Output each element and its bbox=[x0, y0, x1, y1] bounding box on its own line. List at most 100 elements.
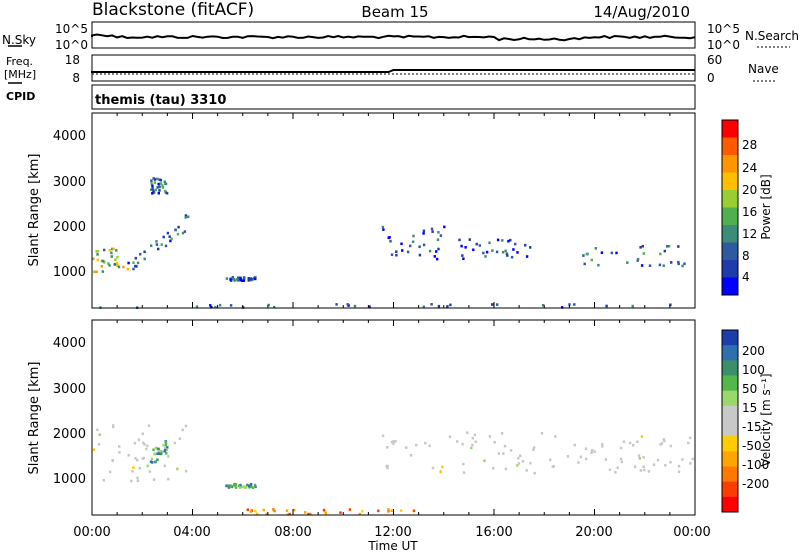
power-ytick-2000: 2000 bbox=[53, 220, 86, 235]
power-cell bbox=[449, 303, 452, 307]
power-cell bbox=[158, 185, 161, 189]
power-panel: 4000 3000 2000 1000 Slant Range [km] 28 … bbox=[27, 112, 773, 309]
power-cell bbox=[346, 303, 349, 306]
power-cell bbox=[446, 305, 449, 308]
power-cell bbox=[247, 277, 250, 280]
power-cell bbox=[155, 240, 158, 243]
power-cbar-swatch bbox=[722, 190, 738, 208]
velocity-cell bbox=[554, 435, 557, 438]
velocity-cell bbox=[619, 446, 623, 450]
velocity-cell bbox=[166, 446, 169, 449]
vel-cbar-swatch bbox=[722, 390, 738, 407]
power-cell bbox=[430, 227, 434, 231]
power-cbar-tick-4: 4 bbox=[742, 270, 750, 284]
velocity-cell bbox=[509, 449, 513, 452]
power-cell bbox=[437, 304, 441, 308]
power-cell bbox=[390, 253, 394, 256]
velocity-cell bbox=[647, 470, 651, 473]
velocity-ytick-2000: 2000 bbox=[53, 427, 86, 442]
power-ylabel: Slant Range [km] bbox=[27, 154, 42, 267]
velocity-cell bbox=[246, 508, 249, 511]
power-cbar-swatch bbox=[722, 225, 738, 243]
power-cell bbox=[641, 244, 644, 248]
velocity-cell bbox=[145, 447, 148, 451]
power-cell bbox=[381, 225, 385, 229]
power-cell bbox=[525, 255, 529, 258]
velocity-cell bbox=[409, 454, 413, 457]
power-cell bbox=[113, 263, 116, 266]
vel-cbar-tick-m15: -15 bbox=[742, 420, 762, 434]
power-cell bbox=[96, 250, 100, 253]
power-cell bbox=[110, 255, 113, 258]
power-cell bbox=[610, 251, 613, 255]
power-cbar-swatch bbox=[722, 277, 738, 296]
power-cell bbox=[594, 247, 597, 250]
velocity-ylabel: Slant Range [km] bbox=[27, 362, 42, 475]
power-cell bbox=[108, 249, 111, 252]
velocity-cell bbox=[176, 467, 179, 471]
velocity-cell bbox=[288, 512, 291, 516]
power-cell bbox=[658, 263, 662, 267]
power-cell bbox=[102, 259, 105, 263]
velocity-cell bbox=[111, 459, 114, 462]
velocity-cell bbox=[462, 471, 466, 474]
velocity-cell bbox=[688, 436, 692, 440]
power-cell bbox=[163, 180, 166, 184]
velocity-cell bbox=[636, 440, 639, 443]
power-cell bbox=[395, 253, 398, 257]
power-cell bbox=[92, 257, 95, 261]
velocity-cell bbox=[256, 512, 259, 516]
power-cell bbox=[496, 303, 499, 306]
power-cell bbox=[229, 304, 233, 307]
velocity-cell bbox=[525, 469, 528, 472]
power-cell bbox=[642, 252, 645, 255]
power-cell bbox=[136, 261, 140, 265]
velocity-cell bbox=[660, 442, 664, 445]
velocity-cell bbox=[150, 457, 154, 461]
velocity-cell bbox=[431, 466, 435, 470]
power-colorbar: 28 24 20 16 12 8 4 Power [dB] bbox=[721, 119, 773, 296]
power-cell bbox=[150, 188, 153, 192]
velocity-cell bbox=[112, 425, 115, 429]
velocity-cell bbox=[473, 433, 477, 437]
power-cell bbox=[237, 276, 240, 280]
velocity-cell bbox=[152, 478, 156, 481]
power-cell bbox=[436, 238, 440, 241]
power-cell bbox=[648, 264, 652, 267]
power-cell bbox=[184, 216, 187, 219]
power-cell bbox=[225, 277, 229, 280]
power-cell bbox=[501, 239, 504, 242]
power-cell bbox=[683, 262, 686, 266]
power-cell bbox=[495, 250, 499, 254]
velocity-cell bbox=[142, 441, 145, 445]
power-cell bbox=[174, 228, 177, 232]
power-cell bbox=[108, 264, 111, 267]
velocity-cell bbox=[659, 443, 662, 446]
power-cell bbox=[668, 244, 671, 248]
power-cell bbox=[163, 189, 167, 193]
power-cbar-swatch bbox=[722, 242, 738, 261]
velocity-cell bbox=[663, 439, 666, 443]
velocity-cell bbox=[148, 470, 151, 473]
velocity-cell bbox=[154, 446, 158, 450]
velocity-cell bbox=[304, 511, 307, 514]
power-cell bbox=[597, 263, 600, 267]
velocity-cell bbox=[614, 471, 617, 474]
velocity-cell bbox=[102, 478, 105, 482]
velocity-cell bbox=[664, 464, 667, 467]
power-cell bbox=[122, 265, 125, 269]
velocity-cell bbox=[392, 440, 395, 443]
power-cell bbox=[157, 182, 160, 186]
power-cell bbox=[115, 262, 119, 265]
power-cell bbox=[95, 270, 98, 274]
power-cell bbox=[504, 249, 507, 253]
power-cell bbox=[669, 303, 672, 307]
power-cell bbox=[239, 278, 242, 282]
power-cell bbox=[639, 246, 642, 249]
velocity-cell bbox=[590, 451, 593, 454]
vel-cbar-tick-15: 15 bbox=[742, 401, 757, 415]
velocity-cell bbox=[577, 461, 580, 464]
velocity-cell bbox=[143, 443, 146, 446]
velocity-panel: 4000 3000 2000 1000 Slant Range [km] 200… bbox=[27, 319, 773, 516]
power-cell bbox=[143, 257, 146, 261]
